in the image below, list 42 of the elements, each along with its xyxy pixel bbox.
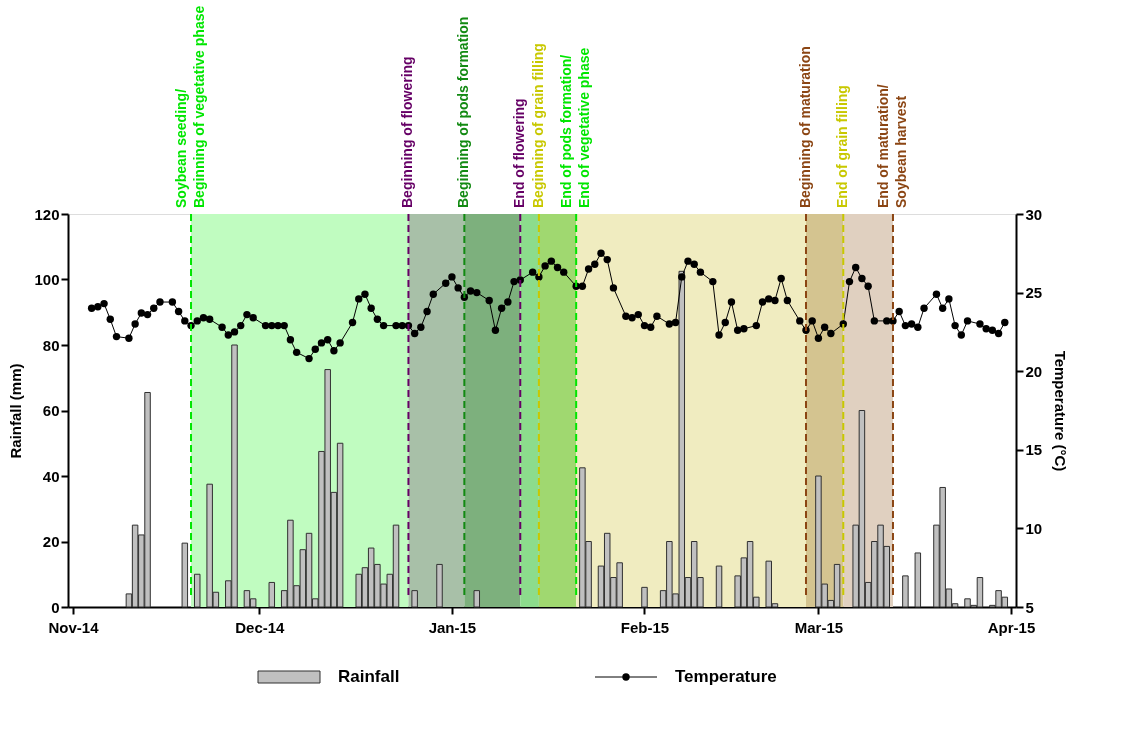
x-tick-label: Mar-15 — [794, 618, 844, 636]
legend-label: Rainfall — [338, 667, 400, 686]
x-tick-label: Dec-14 — [235, 618, 286, 636]
ref-line-label: Soybean seeding/ Beginning of vegetative phase — [173, 5, 208, 208]
y2-tick-label: 20 — [1025, 362, 1043, 380]
y2-axis-title: Temperature (°C) — [1052, 350, 1070, 472]
y2-tick-label: 10 — [1025, 519, 1043, 537]
x-tick-label: Apr-15 — [987, 618, 1036, 636]
bar — [411, 590, 418, 608]
bar — [641, 586, 648, 608]
bar — [181, 542, 189, 608]
bar — [268, 581, 276, 608]
x-tick-label: Feb-15 — [620, 618, 670, 636]
y-axis-title: Rainfall (mm) — [7, 363, 25, 459]
y-tick-label: 80 — [42, 336, 60, 354]
legend-label: Temperature — [675, 667, 777, 686]
ref-line-label: Beginning of pods formation — [455, 16, 472, 208]
ref-line-label: End of grain filling — [834, 85, 851, 208]
ref-line-label: Beginning of maturation — [797, 46, 814, 208]
bar — [193, 573, 201, 608]
ref-line-label: Beginning of flowering — [399, 56, 416, 208]
x-tick-label: Jan-15 — [428, 618, 477, 636]
ref-line-label: End of pods formation/ End of vegetative phase — [558, 47, 593, 208]
bar — [715, 565, 723, 608]
bar — [902, 575, 909, 608]
ref-line-label: End of maturation/ Soybean harvest — [875, 84, 910, 208]
y2-tick-label: 25 — [1025, 284, 1043, 302]
y-tick-label: 20 — [42, 533, 60, 550]
bar — [436, 563, 443, 608]
x-tick-label: Nov-14 — [48, 618, 100, 636]
ref-line-label: Beginning of grain filling — [529, 43, 546, 208]
y-tick-label: 40 — [42, 467, 60, 485]
y2-tick-label: 5 — [1025, 598, 1034, 616]
y-tick-label: 60 — [42, 402, 60, 419]
y2-tick-label: 30 — [1025, 205, 1043, 223]
y-tick-label: 0 — [51, 598, 60, 616]
y2-tick-label: 15 — [1025, 441, 1043, 459]
bar — [473, 590, 481, 608]
y-tick-label: 120 — [34, 205, 60, 223]
bar — [914, 552, 922, 608]
ref-line-label: End of flowering — [511, 98, 528, 208]
y-tick-label: 100 — [34, 271, 60, 288]
